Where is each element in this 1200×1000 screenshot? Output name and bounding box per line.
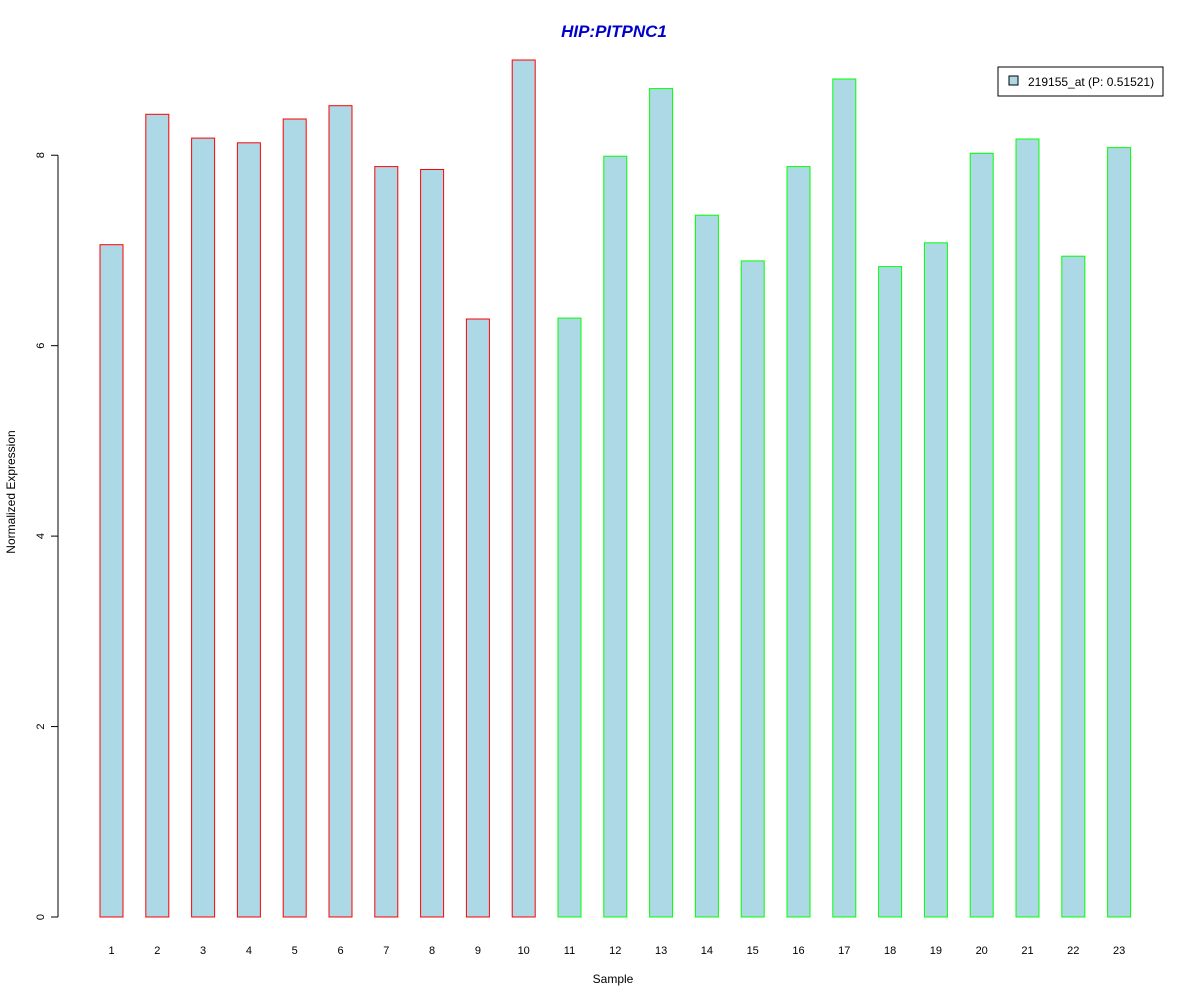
bar-sample-18 (878, 266, 903, 918)
x-tick-label-20: 20 (976, 945, 988, 957)
bar-sample-13 (649, 88, 674, 918)
bars (99, 59, 1132, 918)
y-axis: 0 2 4 6 8 (35, 152, 59, 920)
x-tick-label-17: 17 (838, 945, 850, 957)
bar-sample-21 (1015, 138, 1040, 918)
x-tick-label-5: 5 (292, 945, 298, 957)
x-tick-label-6: 6 (337, 945, 343, 957)
x-tick-label-2: 2 (154, 945, 160, 957)
x-tick-labels: 1 2 3 4 5 6 7 8 9 10 11 12 13 14 15 16 17 18 19 20 21 22 23 (108, 945, 1125, 957)
y-tick-label-2: 2 (35, 723, 47, 729)
x-tick-label-7: 7 (383, 945, 389, 957)
x-tick-label-21: 21 (1021, 945, 1033, 957)
bar-sample-5 (282, 118, 307, 918)
bar-sample-2 (145, 113, 170, 918)
bar-sample-8 (420, 169, 445, 918)
bar-sample-10 (511, 59, 536, 918)
legend-box (997, 66, 1164, 97)
bar-sample-20 (969, 152, 994, 918)
legend: 219155_at (P: 0.51521) (997, 66, 1164, 97)
x-tick-label-3: 3 (200, 945, 206, 957)
x-tick-label-1: 1 (108, 945, 114, 957)
bar-sample-7 (374, 166, 399, 918)
x-tick-label-18: 18 (884, 945, 896, 957)
bar-sample-22 (1061, 255, 1086, 918)
x-tick-label-23: 23 (1113, 945, 1125, 957)
x-tick-label-15: 15 (747, 945, 759, 957)
bar-sample-11 (557, 317, 582, 918)
bar-sample-16 (786, 166, 811, 918)
bar-sample-15 (740, 260, 765, 918)
legend-swatch (1008, 75, 1019, 86)
x-tick-label-13: 13 (655, 945, 667, 957)
bar-sample-9 (465, 318, 490, 918)
x-tick-label-14: 14 (701, 945, 713, 957)
y-tick-label-6: 6 (35, 343, 47, 349)
x-tick-label-9: 9 (475, 945, 481, 957)
x-tick-label-10: 10 (518, 945, 530, 957)
y-axis-label: Normalized Expression (4, 430, 18, 553)
x-tick-label-22: 22 (1067, 945, 1079, 957)
x-tick-label-8: 8 (429, 945, 435, 957)
bar-sample-6 (328, 105, 353, 918)
x-tick-label-11: 11 (564, 945, 575, 957)
bar-sample-23 (1107, 147, 1132, 918)
y-tick-label-8: 8 (35, 152, 47, 158)
chart-title: HIP:PITPNC1 (561, 22, 667, 41)
y-tick-label-0: 0 (35, 914, 47, 920)
x-tick-label-4: 4 (246, 945, 252, 957)
x-tick-label-19: 19 (930, 945, 942, 957)
bar-sample-12 (603, 155, 628, 918)
bar-sample-4 (236, 142, 261, 918)
bar-sample-1 (99, 244, 124, 918)
bar-sample-17 (832, 78, 857, 918)
bar-sample-14 (694, 214, 719, 918)
y-tick-label-4: 4 (35, 533, 47, 539)
x-axis-label: Sample (593, 972, 634, 986)
bar-sample-19 (923, 242, 948, 918)
bar-sample-3 (191, 137, 216, 918)
x-tick-label-12: 12 (609, 945, 621, 957)
x-tick-label-16: 16 (792, 945, 804, 957)
legend-entry: 219155_at (P: 0.51521) (1028, 75, 1154, 89)
